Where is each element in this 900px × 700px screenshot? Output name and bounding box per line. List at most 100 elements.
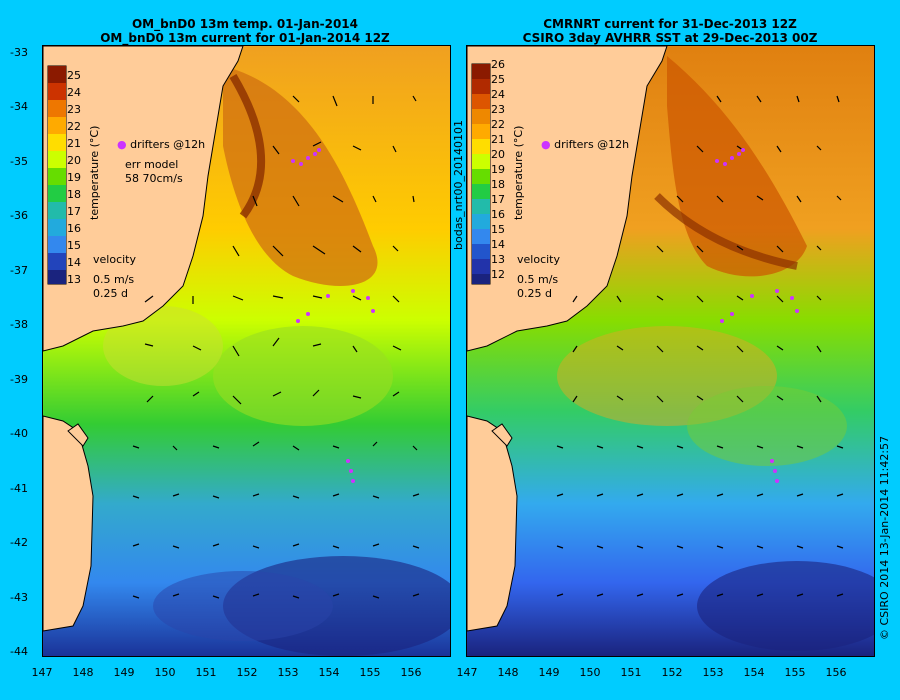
left-map-svg: [43, 46, 450, 656]
lat-label: -36: [10, 209, 28, 222]
lat-label: -42: [10, 536, 28, 549]
drifters-label: drifters @12h: [130, 138, 206, 151]
speed-label: 0.5 m/s: [93, 273, 135, 286]
colorbar-tick: 16: [67, 222, 81, 235]
colorbar-tick: 26: [491, 58, 505, 71]
lon-label: 153: [702, 666, 724, 679]
drifters-label: drifters @12h: [554, 138, 630, 151]
drifter-symbol: ●: [117, 138, 131, 151]
lat-label: -37: [10, 264, 28, 277]
colorbar-tick: 25: [491, 73, 505, 86]
colorbar-tick: 18: [67, 188, 81, 201]
colorbar-tick: 23: [491, 103, 505, 116]
right-map-svg: [467, 46, 874, 656]
lon-label: 147: [456, 666, 478, 679]
lon-label: 152: [236, 666, 258, 679]
colorbar-tick: 15: [67, 239, 81, 252]
colorbar: [48, 66, 66, 284]
colorbar-tick: 16: [491, 208, 505, 221]
east-australian-current-core: [229, 73, 266, 219]
lon-label: 155: [784, 666, 806, 679]
left-map-panel: [42, 45, 451, 657]
mainland-coast: [467, 46, 668, 352]
mixed-water-region: [213, 326, 393, 426]
lon-label: 155: [359, 666, 381, 679]
velocity-arrows: [556, 95, 844, 597]
colorbar-tick: 17: [67, 205, 81, 218]
lon-label: 150: [579, 666, 601, 679]
colorbar-tick: 19: [491, 163, 505, 176]
colorbar-tick: 19: [67, 171, 81, 184]
colorbar-tick: 23: [67, 103, 81, 116]
lat-label: -43: [10, 591, 28, 604]
lon-label: 149: [538, 666, 560, 679]
mixed-water-region: [103, 306, 223, 386]
lat-label: -33: [10, 46, 28, 59]
cold-water-region: [153, 571, 333, 641]
colorbar-tick: 13: [491, 253, 505, 266]
right-velocity-legend: velocity 0.5 m/s 0.25 d: [517, 253, 560, 301]
time-label: 0.25 d: [517, 287, 552, 300]
lon-label: 156: [400, 666, 422, 679]
left-title-line1: OM_bnD0 13m temp. 01-Jan-2014: [131, 17, 358, 31]
colorbar-tick: 13: [67, 273, 81, 286]
warm-eddy-core: [223, 66, 378, 286]
mixed-water-region: [687, 386, 847, 466]
lon-label: 151: [620, 666, 642, 679]
left-colorbar-title: temperature (°C): [88, 125, 101, 220]
lon-label: 148: [72, 666, 94, 679]
speed-label: 0.5 m/s: [517, 273, 559, 286]
right-colorbar-title: temperature (°C): [512, 125, 525, 220]
colorbar-tick: 14: [67, 256, 81, 269]
mainland-coast: [43, 46, 244, 352]
lat-label: -38: [10, 318, 28, 331]
warm-eddy-core: [667, 56, 807, 277]
lon-label: 150: [154, 666, 176, 679]
cold-water-region: [697, 561, 874, 651]
left-title: OM_bnD0 13m temp. 01-Jan-2014 OM_bnD0 13…: [40, 17, 450, 45]
colorbar-tick: 21: [67, 137, 81, 150]
island: [491, 423, 513, 447]
velocity-arrows: [132, 95, 420, 599]
left-drifters-legend: ● drifters @12h: [117, 138, 205, 152]
velocity-label: velocity: [517, 253, 560, 266]
colorbar-tick: 20: [491, 148, 505, 161]
colorbar-tick: 25: [67, 69, 81, 82]
lat-label: -39: [10, 373, 28, 386]
right-drifters-legend: ● drifters @12h: [541, 138, 629, 152]
time-label: 0.25 d: [93, 287, 128, 300]
right-map-panel: [466, 45, 875, 657]
lon-label: 148: [497, 666, 519, 679]
lon-label: 153: [277, 666, 299, 679]
colorbar-tick: 24: [491, 88, 505, 101]
colorbar: [472, 64, 490, 284]
lat-label: -44: [10, 645, 28, 658]
drifter-symbol: ●: [541, 138, 555, 151]
east-australian-current-core: [654, 193, 798, 270]
side-label: bodas_nrt00_20140101: [452, 120, 465, 250]
colorbar-tick: 22: [67, 120, 81, 133]
lat-label: -35: [10, 155, 28, 168]
colorbar-tick: 22: [491, 118, 505, 131]
lon-label: 152: [661, 666, 683, 679]
lon-label: 156: [825, 666, 847, 679]
tasmania-coast: [43, 415, 94, 632]
velocity-label: velocity: [93, 253, 136, 266]
drifter-markers: [715, 148, 799, 483]
colorbar-tick: 15: [491, 223, 505, 236]
colorbar-tick: 24: [67, 86, 81, 99]
island: [67, 423, 89, 447]
left-velocity-legend: velocity 0.5 m/s 0.25 d: [93, 253, 136, 301]
err-model-line1: err model: [125, 158, 179, 171]
colorbar-tick: 17: [491, 193, 505, 206]
drifter-markers: [291, 148, 375, 483]
colorbar-tick: 21: [491, 133, 505, 146]
credit-label: © CSIRO 2014 13-Jan-2014 11:42:57: [878, 435, 891, 640]
right-title-line2: CSIRO 3day AVHRR SST at 29-Dec-2013 00Z: [522, 31, 818, 45]
lon-label: 147: [31, 666, 53, 679]
lon-label: 154: [318, 666, 340, 679]
right-title: CMRNRT current for 31-Dec-2013 12Z CSIRO…: [465, 17, 875, 45]
colorbar-tick: 14: [491, 238, 505, 251]
err-model-line2: 58 70cm/s: [125, 172, 183, 185]
colorbar-tick: 12: [491, 268, 505, 281]
